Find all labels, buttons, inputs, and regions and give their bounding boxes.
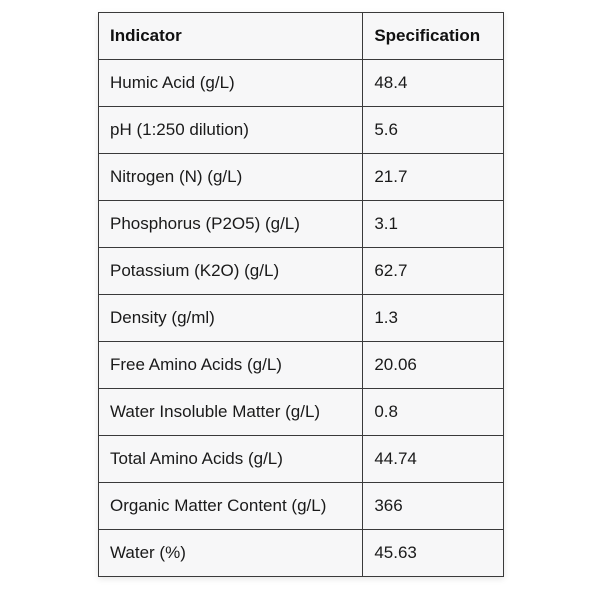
indicator-cell: Potassium (K2O) (g/L) xyxy=(97,247,364,295)
table-row: Water (%) 45.63 xyxy=(97,529,504,577)
table-row: Water Insoluble Matter (g/L) 0.8 xyxy=(97,388,504,436)
specification-cell: 20.06 xyxy=(362,341,504,389)
specification-cell: 21.7 xyxy=(362,153,504,201)
specification-table: Indicator Specification Humic Acid (g/L)… xyxy=(97,12,504,577)
table-row: Free Amino Acids (g/L) 20.06 xyxy=(97,341,504,389)
specification-cell: 1.3 xyxy=(362,294,504,342)
header-specification: Specification xyxy=(362,12,504,60)
table-row: Total Amino Acids (g/L) 44.74 xyxy=(97,435,504,483)
table-row: Density (g/ml) 1.3 xyxy=(97,294,504,342)
specification-cell: 44.74 xyxy=(362,435,504,483)
table-row: Humic Acid (g/L) 48.4 xyxy=(97,59,504,107)
indicator-cell: Organic Matter Content (g/L) xyxy=(97,482,364,530)
indicator-cell: Water Insoluble Matter (g/L) xyxy=(97,388,364,436)
indicator-cell: Free Amino Acids (g/L) xyxy=(97,341,364,389)
specification-cell: 62.7 xyxy=(362,247,504,295)
specification-cell: 45.63 xyxy=(362,529,504,577)
indicator-cell: Total Amino Acids (g/L) xyxy=(97,435,364,483)
table-row: Nitrogen (N) (g/L) 21.7 xyxy=(97,153,504,201)
specification-cell: 48.4 xyxy=(362,59,504,107)
indicator-cell: Humic Acid (g/L) xyxy=(97,59,364,107)
header-indicator: Indicator xyxy=(97,12,364,60)
specification-cell: 366 xyxy=(362,482,504,530)
indicator-cell: Water (%) xyxy=(97,529,364,577)
table-row: Organic Matter Content (g/L) 366 xyxy=(97,482,504,530)
table-row: Phosphorus (P2O5) (g/L) 3.1 xyxy=(97,200,504,248)
specification-cell: 3.1 xyxy=(362,200,504,248)
indicator-cell: Nitrogen (N) (g/L) xyxy=(97,153,364,201)
specification-cell: 5.6 xyxy=(362,106,504,154)
indicator-cell: Density (g/ml) xyxy=(97,294,364,342)
specification-cell: 0.8 xyxy=(362,388,504,436)
table-row: Potassium (K2O) (g/L) 62.7 xyxy=(97,247,504,295)
specification-table-container: Indicator Specification Humic Acid (g/L)… xyxy=(97,12,504,577)
table-row: pH (1:250 dilution) 5.6 xyxy=(97,106,504,154)
indicator-cell: pH (1:250 dilution) xyxy=(97,106,364,154)
table-header-row: Indicator Specification xyxy=(97,12,504,60)
indicator-cell: Phosphorus (P2O5) (g/L) xyxy=(97,200,364,248)
